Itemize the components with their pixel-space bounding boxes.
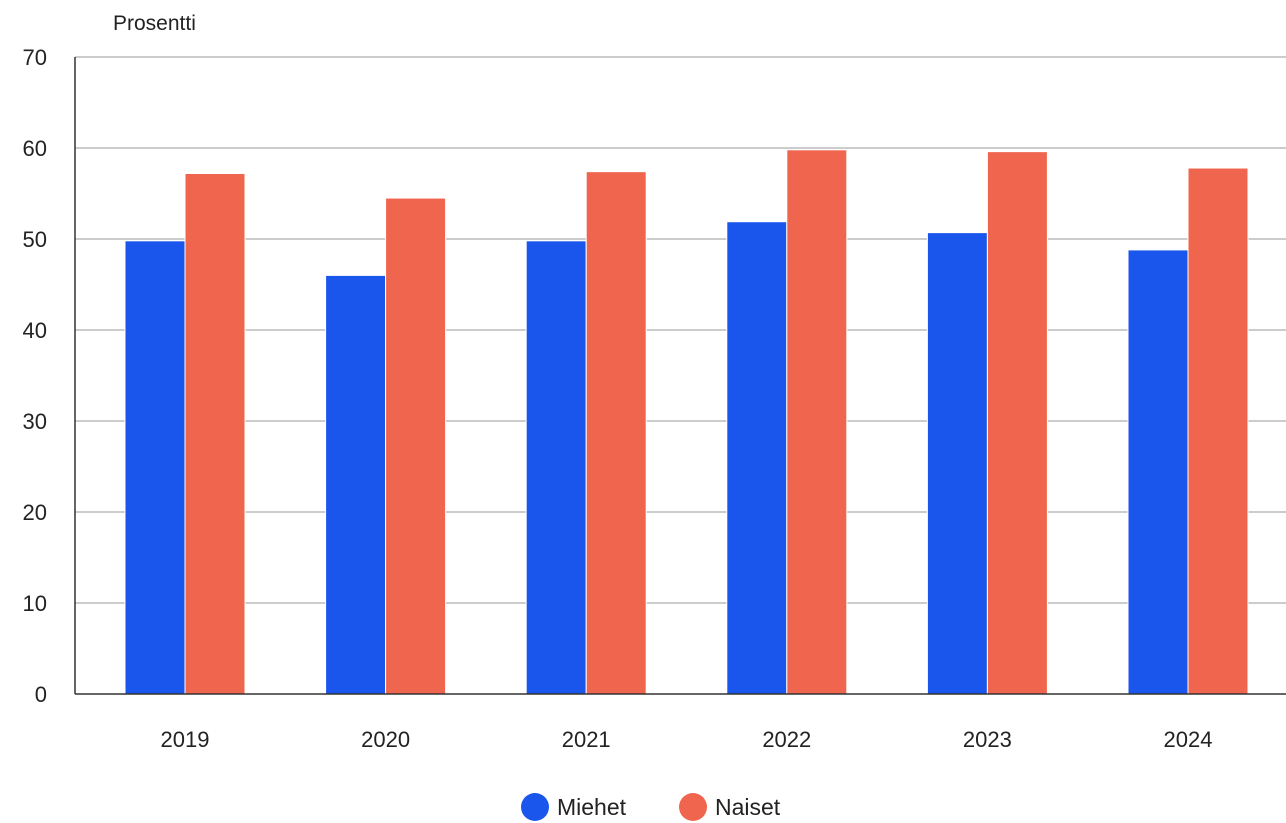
x-tick-label: 2020 — [361, 727, 410, 752]
bar-naiset-2024 — [1187, 167, 1249, 695]
bars — [124, 149, 1249, 695]
legend-swatch-miehet — [521, 793, 549, 821]
y-tick-label: 70 — [23, 45, 47, 70]
legend-label-naiset: Naiset — [715, 794, 781, 820]
x-tick-label: 2022 — [762, 727, 811, 752]
bar-miehet-2019 — [124, 240, 186, 695]
x-tick-label: 2021 — [562, 727, 611, 752]
y-tick-label: 60 — [23, 136, 47, 161]
bar-miehet-2024 — [1127, 249, 1189, 695]
bar-naiset-2020 — [385, 197, 447, 695]
bar-miehet-2020 — [325, 274, 387, 695]
legend-swatch-naiset — [679, 793, 707, 821]
x-tick-label: 2024 — [1164, 727, 1213, 752]
x-axis-ticks: 2019 2020 2021 2022 2023 2024 — [161, 727, 1213, 752]
bar-naiset-2019 — [184, 172, 246, 695]
bar-miehet-2022 — [726, 221, 788, 695]
gridlines — [75, 56, 1286, 604]
y-tick-label: 30 — [23, 409, 47, 434]
x-tick-label: 2023 — [963, 727, 1012, 752]
y-axis-ticks: 0 10 20 30 40 50 60 70 — [23, 45, 47, 707]
x-tick-label: 2019 — [161, 727, 210, 752]
y-tick-label: 40 — [23, 318, 47, 343]
y-tick-label: 20 — [23, 500, 47, 525]
legend: Miehet Naiset — [521, 793, 781, 821]
y-tick-label: 50 — [23, 227, 47, 252]
legend-label-miehet: Miehet — [557, 794, 627, 820]
y-tick-label: 0 — [35, 682, 47, 707]
y-tick-label: 10 — [23, 591, 47, 616]
bar-naiset-2021 — [585, 171, 647, 695]
bar-miehet-2023 — [926, 232, 988, 695]
y-axis-title: Prosentti — [113, 12, 196, 35]
bar-naiset-2022 — [786, 149, 848, 695]
bar-naiset-2023 — [986, 151, 1048, 695]
bar-miehet-2021 — [525, 240, 587, 695]
